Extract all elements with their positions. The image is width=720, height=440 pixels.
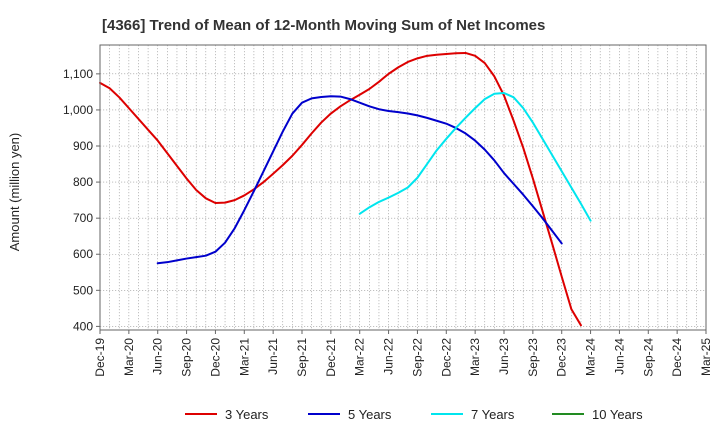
- plot-background: [100, 45, 706, 330]
- x-tick-label: Jun-22: [382, 338, 396, 375]
- x-tick-label: Jun-21: [266, 338, 280, 375]
- legend-label: 5 Years: [348, 407, 392, 422]
- x-tick-label: Jun-24: [612, 338, 626, 375]
- x-tick-label: Sep-21: [295, 338, 309, 377]
- y-axis-label: Amount (million yen): [7, 133, 22, 252]
- legend-label: 3 Years: [225, 407, 269, 422]
- x-tick-label: Jun-23: [497, 338, 511, 375]
- chart-title: [4366] Trend of Mean of 12-Month Moving …: [102, 17, 545, 34]
- x-tick-label: Mar-24: [584, 338, 598, 376]
- x-tick-label: Mar-25: [699, 338, 713, 376]
- y-tick-label: 400: [73, 319, 93, 333]
- grid-lines: [100, 45, 706, 330]
- x-tick-label: Dec-23: [555, 338, 569, 377]
- series-line-3-years: [99, 51, 582, 327]
- x-tick-label: Sep-22: [410, 338, 424, 377]
- x-tick-label: Sep-23: [526, 338, 540, 377]
- x-tick-label: Jun-20: [151, 338, 165, 375]
- plot-frame: [99, 44, 707, 331]
- x-tick-label: Mar-20: [122, 338, 136, 376]
- y-tick-label: 1,000: [63, 103, 93, 117]
- y-tick-label: 1,100: [63, 67, 93, 81]
- x-tick-label: Mar-22: [353, 338, 367, 376]
- y-tick-label: 800: [73, 175, 93, 189]
- x-tick-label: Dec-19: [93, 338, 107, 377]
- y-tick-label: 500: [73, 283, 93, 297]
- x-tick-label: Mar-23: [468, 338, 482, 376]
- series-layer: [99, 51, 592, 327]
- y-tick-label: 600: [73, 247, 93, 261]
- legend-item-10-years: 10 Years: [552, 407, 643, 422]
- legend-item-7-years: 7 Years: [431, 407, 515, 422]
- plot-border: [99, 44, 707, 331]
- y-tick-label: 700: [73, 211, 93, 225]
- series-line-7-years: [358, 91, 592, 222]
- series-line-5-years: [156, 95, 563, 265]
- x-tick-label: Dec-24: [670, 338, 684, 377]
- x-axis-ticks: Dec-19 Mar-20 Jun-20 Sep-20 Dec-20 Mar-21 Jun-…: [93, 330, 713, 377]
- y-tick-label: 900: [73, 139, 93, 153]
- plot-area: [100, 45, 706, 330]
- legend-label: 10 Years: [592, 407, 643, 422]
- legend-item-5-years: 5 Years: [308, 407, 392, 422]
- x-tick-label: Dec-22: [439, 338, 453, 377]
- y-axis-ticks: 400 500 600 700 800 900 1,000 1,100: [63, 67, 100, 333]
- x-tick-label: Sep-24: [641, 338, 655, 377]
- x-tick-label: Mar-21: [237, 338, 251, 376]
- legend: 3 Years 5 Years 7 Years 10 Years: [185, 407, 643, 422]
- legend-label: 7 Years: [471, 407, 515, 422]
- x-tick-label: Dec-20: [208, 338, 222, 377]
- legend-item-3-years: 3 Years: [185, 407, 269, 422]
- x-tick-label: Sep-20: [180, 338, 194, 377]
- x-tick-label: Dec-21: [324, 338, 338, 377]
